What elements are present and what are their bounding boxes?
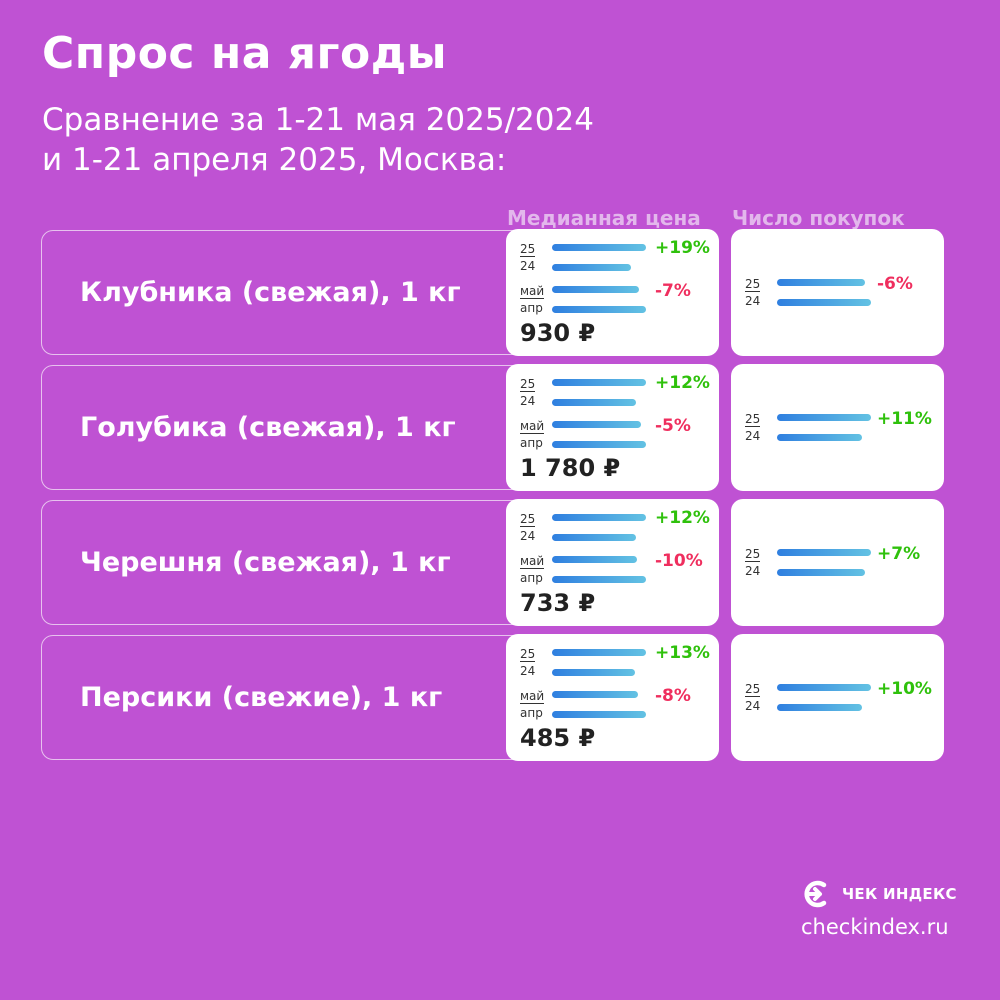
year-label-2025: 25 bbox=[745, 682, 761, 697]
count-bar-2024 bbox=[777, 299, 871, 306]
price-bar-2025 bbox=[552, 244, 646, 251]
year-label-2025: 25 bbox=[520, 647, 536, 662]
price-yoy-change: +13% bbox=[655, 643, 710, 663]
count-bar-2024 bbox=[777, 704, 862, 711]
price-bar-apr bbox=[552, 576, 646, 583]
price-card: 25 24 май апр +13% -8% 485 ₽ bbox=[506, 634, 719, 761]
month-label-apr: апр bbox=[520, 436, 543, 450]
median-price: 485 ₽ bbox=[520, 724, 596, 752]
product-name: Черешня (свежая), 1 кг bbox=[80, 546, 451, 578]
price-mom-change: -7% bbox=[655, 281, 691, 301]
year-label-2025: 25 bbox=[745, 547, 761, 562]
chart-row: Голубика (свежая), 1 кг bbox=[41, 365, 719, 490]
page-title: Спрос на ягоды bbox=[42, 28, 448, 79]
brand: ЧЕК ИНДЕКС bbox=[800, 880, 957, 908]
purchase-count-card: 25 24 +10% bbox=[731, 634, 944, 761]
purchase-count-card: 25 24 -6% bbox=[731, 229, 944, 356]
year-label-2025: 25 bbox=[745, 412, 761, 427]
year-label-2024: 24 bbox=[520, 664, 536, 678]
year-label-2024: 24 bbox=[520, 259, 536, 273]
price-bar-2024 bbox=[552, 534, 636, 541]
subtitle-line-2: и 1-21 апреля 2025, Москва: bbox=[42, 142, 507, 178]
count-bar-2025 bbox=[777, 684, 871, 691]
price-card: 25 24 май апр +12% -5% 1 780 ₽ bbox=[506, 364, 719, 491]
price-bar-2025 bbox=[552, 514, 646, 521]
brand-name: ЧЕК ИНДЕКС bbox=[842, 885, 957, 903]
year-label-2025: 25 bbox=[520, 242, 536, 257]
price-bar-2025 bbox=[552, 379, 646, 386]
median-price: 930 ₽ bbox=[520, 319, 596, 347]
count-bar-2025 bbox=[777, 279, 865, 286]
price-yoy-change: +12% bbox=[655, 373, 710, 393]
year-label-2024: 24 bbox=[745, 699, 761, 713]
median-price: 1 780 ₽ bbox=[520, 454, 621, 482]
price-yoy-change: +12% bbox=[655, 508, 710, 528]
price-card: 25 24 май апр +12% -10% 733 ₽ bbox=[506, 499, 719, 626]
column-header-price: Медианная цена bbox=[507, 206, 701, 230]
price-bar-may bbox=[552, 421, 641, 428]
price-bar-may bbox=[552, 691, 638, 698]
year-label-2024: 24 bbox=[745, 429, 761, 443]
count-bar-2025 bbox=[777, 414, 871, 421]
column-header-count: Число покупок bbox=[732, 206, 905, 230]
median-price: 733 ₽ bbox=[520, 589, 596, 617]
month-label-apr: апр bbox=[520, 706, 543, 720]
count-bar-2024 bbox=[777, 434, 862, 441]
price-bar-may bbox=[552, 556, 637, 563]
chart-row: Клубника (свежая), 1 кг bbox=[41, 230, 719, 355]
month-label-may: май bbox=[520, 689, 545, 704]
year-label-2025: 25 bbox=[745, 277, 761, 292]
price-mom-change: -5% bbox=[655, 416, 691, 436]
purchase-count-card: 25 24 +11% bbox=[731, 364, 944, 491]
price-card: 25 24 май апр +19% -7% 930 ₽ bbox=[506, 229, 719, 356]
count-bar-2025 bbox=[777, 549, 871, 556]
count-yoy-change: +10% bbox=[877, 679, 932, 699]
checkindex-logo-icon bbox=[804, 880, 827, 908]
count-bar-2024 bbox=[777, 569, 865, 576]
month-label-apr: апр bbox=[520, 571, 543, 585]
price-bar-apr bbox=[552, 441, 646, 448]
chart-row: Персики (свежие), 1 кг bbox=[41, 635, 719, 760]
year-label-2024: 24 bbox=[745, 564, 761, 578]
chart-row: Черешня (свежая), 1 кг bbox=[41, 500, 719, 625]
year-label-2024: 24 bbox=[745, 294, 761, 308]
year-label-2024: 24 bbox=[520, 529, 536, 543]
price-yoy-change: +19% bbox=[655, 238, 710, 258]
month-label-apr: апр bbox=[520, 301, 543, 315]
site-url: checkindex.ru bbox=[801, 915, 949, 939]
subtitle-line-1: Сравнение за 1-21 мая 2025/2024 bbox=[42, 102, 594, 138]
count-yoy-change: +7% bbox=[877, 544, 921, 564]
price-bar-2025 bbox=[552, 649, 646, 656]
product-name: Персики (свежие), 1 кг bbox=[80, 681, 443, 713]
month-label-may: май bbox=[520, 284, 545, 299]
month-label-may: май bbox=[520, 554, 545, 569]
price-mom-change: -8% bbox=[655, 686, 691, 706]
month-label-may: май bbox=[520, 419, 545, 434]
count-yoy-change: -6% bbox=[877, 274, 913, 294]
price-mom-change: -10% bbox=[655, 551, 703, 571]
purchase-count-card: 25 24 +7% bbox=[731, 499, 944, 626]
price-bar-apr bbox=[552, 306, 646, 313]
count-yoy-change: +11% bbox=[877, 409, 932, 429]
product-name: Голубика (свежая), 1 кг bbox=[80, 411, 456, 443]
price-bar-2024 bbox=[552, 669, 635, 676]
price-bar-may bbox=[552, 286, 639, 293]
price-bar-2024 bbox=[552, 264, 631, 271]
year-label-2025: 25 bbox=[520, 512, 536, 527]
product-name: Клубника (свежая), 1 кг bbox=[80, 276, 461, 308]
price-bar-2024 bbox=[552, 399, 636, 406]
year-label-2024: 24 bbox=[520, 394, 536, 408]
year-label-2025: 25 bbox=[520, 377, 536, 392]
page-subtitle: Сравнение за 1-21 мая 2025/2024 и 1-21 а… bbox=[42, 100, 594, 180]
price-bar-apr bbox=[552, 711, 646, 718]
